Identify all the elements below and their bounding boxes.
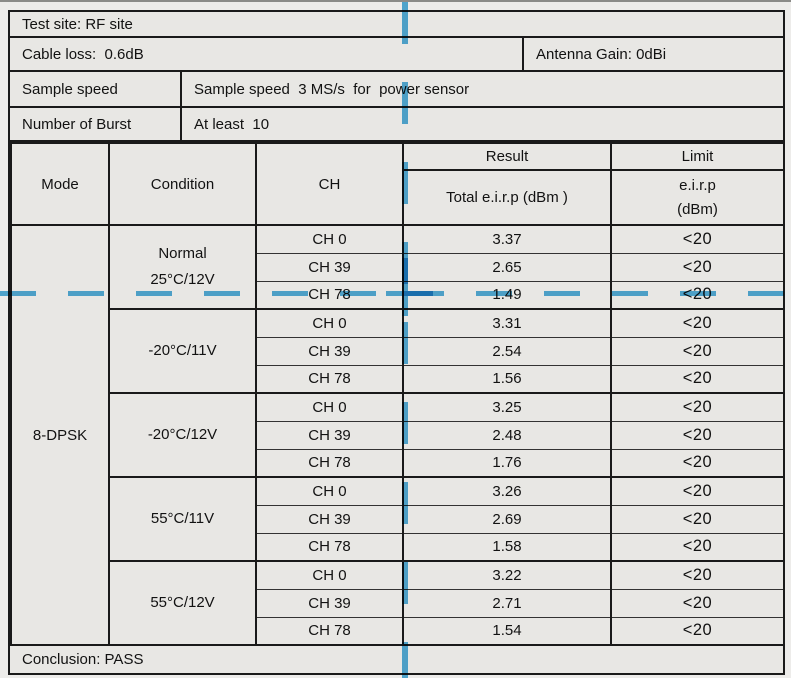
result-cell: 2.69 xyxy=(402,504,612,534)
result-row: CH 78 1.58 <20 xyxy=(11,532,785,562)
result-cell: 1.56 xyxy=(402,364,612,394)
ch-cell: CH 78 xyxy=(255,280,404,310)
header-limit-sub: e.i.r.p (dBm) xyxy=(610,169,785,226)
ch-cell: CH 39 xyxy=(255,504,404,534)
limit-cell: <20 xyxy=(610,392,785,422)
antenna-gain-label: Antenna Gain: 0dBi xyxy=(536,45,667,63)
limit-cell: <20 xyxy=(610,224,785,254)
cable-loss-label: Cable loss: 0.6dB xyxy=(10,38,524,70)
result-row: -20°C/11V CH 0 3.31 <20 xyxy=(11,308,785,394)
result-cell: 1.49 xyxy=(402,280,612,310)
limit-cell: <20 xyxy=(610,588,785,618)
header-limit-sub-line1: e.i.r.p xyxy=(679,176,716,194)
ch-cell: CH 78 xyxy=(255,616,404,646)
condition-cell: -20°C/12V xyxy=(108,392,257,478)
test-report-table: Test site: RF site Cable loss: 0.6dB Ant… xyxy=(8,10,785,675)
ch-cell: CH 39 xyxy=(255,420,404,450)
ch-cell: CH 0 xyxy=(255,308,404,338)
condition-cell: -20°C/11V xyxy=(108,308,257,394)
sample-speed-value: Sample speed 3 MS/s for power sensor xyxy=(194,80,470,98)
result-cell: 3.31 xyxy=(402,308,612,338)
result-cell: 3.26 xyxy=(402,476,612,506)
ch-cell: CH 0 xyxy=(255,392,404,422)
ch-cell: CH 0 xyxy=(255,476,404,506)
result-row: CH 39 2.48 <20 xyxy=(11,420,785,450)
sample-speed-row: Sample speed Sample speed 3 MS/s for pow… xyxy=(10,72,783,108)
limit-cell: <20 xyxy=(610,616,785,646)
results-tbody: 8-DPSK Normal 25°C/12V CH 0 3.37 <20 CH 39 2.6… xyxy=(10,224,785,646)
ch-cell: CH 78 xyxy=(255,364,404,394)
test-site-row: Test site: RF site xyxy=(10,12,783,38)
ch-cell: CH 39 xyxy=(255,252,404,282)
limit-cell: <20 xyxy=(610,364,785,394)
result-cell: 2.71 xyxy=(402,588,612,618)
limit-cell: <20 xyxy=(610,560,785,590)
number-of-burst-label: Number of Burst xyxy=(10,108,182,140)
header-limit-sub-line2: (dBm) xyxy=(677,200,718,218)
limit-cell: <20 xyxy=(610,308,785,338)
result-cell: 3.37 xyxy=(402,224,612,254)
header-ch: CH xyxy=(255,142,404,226)
result-row: CH 39 2.65 <20 xyxy=(11,252,785,282)
limit-cell: <20 xyxy=(610,336,785,366)
result-cell: 3.22 xyxy=(402,560,612,590)
result-row: -20°C/12V CH 0 3.25 <20 xyxy=(11,392,785,478)
ch-cell: CH 0 xyxy=(255,560,404,590)
header-result: Result xyxy=(402,142,612,171)
mode-cell: 8-DPSK xyxy=(10,224,110,646)
result-cell: 1.58 xyxy=(402,532,612,562)
header-result-sub: Total e.i.r.p (dBm ) xyxy=(402,169,612,226)
result-row: 55°C/12V CH 0 3.22 <20 xyxy=(11,560,785,646)
ch-cell: CH 78 xyxy=(255,532,404,562)
header-mode: Mode xyxy=(10,142,110,226)
ch-cell: CH 39 xyxy=(255,336,404,366)
ch-cell: CH 78 xyxy=(255,448,404,478)
header-limit: Limit xyxy=(610,142,785,171)
limit-cell: <20 xyxy=(610,532,785,562)
result-cell: 2.48 xyxy=(402,420,612,450)
cable-loss-row: Cable loss: 0.6dB Antenna Gain: 0dBi xyxy=(10,38,783,72)
result-row: CH 39 2.71 <20 xyxy=(11,588,785,618)
result-row: 55°C/11V CH 0 3.26 <20 xyxy=(11,476,785,562)
result-cell: 2.54 xyxy=(402,336,612,366)
result-row: CH 78 1.54 <20 xyxy=(11,616,785,646)
number-of-burst-value: At least 10 xyxy=(194,115,270,133)
limit-cell: <20 xyxy=(610,420,785,450)
limit-cell: <20 xyxy=(610,504,785,534)
result-row: CH 78 1.56 <20 xyxy=(11,364,785,394)
result-row: CH 78 1.76 <20 xyxy=(11,448,785,478)
condition-cell: Normal 25°C/12V xyxy=(108,224,257,310)
limit-cell: <20 xyxy=(610,280,785,310)
ch-cell: CH 0 xyxy=(255,224,404,254)
condition-cell: 55°C/12V xyxy=(108,560,257,646)
limit-cell: <20 xyxy=(610,476,785,506)
ch-cell: CH 39 xyxy=(255,588,404,618)
test-site-label: Test site: RF site xyxy=(22,15,133,33)
result-cell: 3.25 xyxy=(402,392,612,422)
result-cell: 1.76 xyxy=(402,448,612,478)
conclusion-row: Conclusion: PASS xyxy=(22,651,144,668)
condition-cell: 55°C/11V xyxy=(108,476,257,562)
results-table: Mode Condition CH Result Limit Total e.i… xyxy=(10,142,785,646)
result-row: CH 39 2.54 <20 xyxy=(11,336,785,366)
limit-cell: <20 xyxy=(610,448,785,478)
result-row: CH 39 2.69 <20 xyxy=(11,504,785,534)
number-of-burst-row: Number of Burst At least 10 xyxy=(10,108,783,142)
sample-speed-label: Sample speed xyxy=(10,72,182,106)
result-cell: 1.54 xyxy=(402,616,612,646)
limit-cell: <20 xyxy=(610,252,785,282)
result-row: 8-DPSK Normal 25°C/12V CH 0 3.37 <20 xyxy=(10,224,785,646)
result-cell: 2.65 xyxy=(402,252,612,282)
header-condition: Condition xyxy=(108,142,257,226)
